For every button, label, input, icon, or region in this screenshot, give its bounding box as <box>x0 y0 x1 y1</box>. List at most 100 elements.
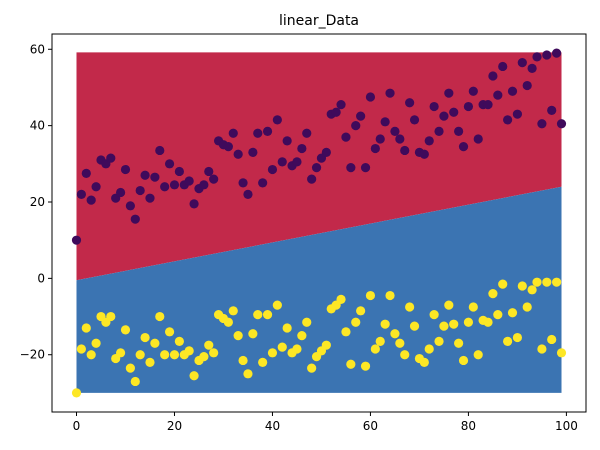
data-point-series-2 <box>429 310 439 320</box>
data-point-series-1 <box>258 178 268 188</box>
data-point-series-1 <box>233 149 243 159</box>
data-point-series-2 <box>223 317 233 327</box>
y-tick-label: 40 <box>30 119 45 133</box>
data-point-series-2 <box>424 344 434 354</box>
data-point-series-2 <box>189 371 199 381</box>
data-point-series-2 <box>150 338 160 348</box>
data-point-series-2 <box>160 350 170 360</box>
data-point-series-1 <box>307 174 317 184</box>
data-point-series-1 <box>115 187 126 198</box>
data-point-series-1 <box>238 178 248 188</box>
data-point-series-2 <box>282 323 292 333</box>
data-point-series-1 <box>81 168 91 178</box>
data-point-series-1 <box>503 115 513 125</box>
data-point-series-2 <box>135 350 145 360</box>
data-point-series-2 <box>542 277 552 287</box>
data-point-series-2 <box>552 277 562 287</box>
data-point-series-2 <box>512 332 523 343</box>
data-point-series-1 <box>522 80 532 91</box>
data-point-series-2 <box>385 290 395 301</box>
data-point-series-2 <box>351 317 361 327</box>
data-point-series-2 <box>86 350 96 360</box>
data-point-series-1 <box>199 180 209 190</box>
data-point-series-1 <box>311 163 322 173</box>
x-tick-label: 100 <box>555 419 578 433</box>
data-point-series-2 <box>517 281 527 291</box>
data-point-series-1 <box>76 189 86 199</box>
y-tick-label: 60 <box>30 42 45 56</box>
data-point-series-1 <box>498 61 508 72</box>
data-point-series-2 <box>120 325 131 335</box>
data-point-series-1 <box>341 132 351 142</box>
data-point-series-2 <box>115 348 126 358</box>
data-point-series-2 <box>267 348 278 358</box>
data-point-series-1 <box>444 88 454 98</box>
data-point-series-1 <box>272 115 282 125</box>
y-axis: −20 0 20 40 60 <box>20 42 52 362</box>
data-point-series-1 <box>542 50 552 60</box>
data-points <box>71 48 567 398</box>
data-point-series-2 <box>503 336 513 346</box>
data-point-series-2 <box>346 359 356 369</box>
data-point-series-1 <box>331 107 341 117</box>
data-point-series-1 <box>400 145 410 156</box>
data-point-series-2 <box>204 340 214 350</box>
data-point-series-2 <box>169 350 180 360</box>
data-point-series-1 <box>356 111 366 121</box>
data-point-series-1 <box>106 153 116 163</box>
data-point-series-1 <box>292 157 302 167</box>
x-tick-label: 80 <box>461 419 476 433</box>
data-point-series-2 <box>405 302 415 312</box>
x-tick-label: 40 <box>265 419 280 433</box>
data-point-series-2 <box>292 344 302 354</box>
data-point-series-1 <box>277 157 287 167</box>
data-point-series-1 <box>405 98 415 108</box>
data-point-series-1 <box>243 189 253 199</box>
data-point-series-2 <box>184 346 194 356</box>
data-point-series-2 <box>360 361 371 371</box>
y-tick-label: −20 <box>20 348 45 362</box>
data-point-series-2 <box>483 317 493 327</box>
data-point-series-2 <box>458 355 469 366</box>
data-point-series-2 <box>302 317 312 327</box>
data-point-series-1 <box>552 48 562 58</box>
data-point-series-2 <box>395 338 405 348</box>
data-point-series-2 <box>81 323 91 333</box>
data-point-series-2 <box>444 300 454 310</box>
data-point-series-2 <box>174 336 184 346</box>
data-point-series-1 <box>556 119 567 129</box>
data-point-series-1 <box>458 142 469 152</box>
data-point-series-1 <box>370 143 380 154</box>
data-point-series-2 <box>390 329 400 339</box>
data-point-series-2 <box>130 376 140 387</box>
data-point-series-2 <box>248 329 258 339</box>
chart-title: linear_Data <box>279 13 359 29</box>
data-point-series-1 <box>164 159 175 169</box>
data-point-series-2 <box>375 336 385 346</box>
data-point-series-2 <box>71 388 82 398</box>
data-point-series-1 <box>375 134 385 144</box>
data-point-series-1 <box>365 92 376 102</box>
data-point-series-1 <box>517 58 527 68</box>
data-point-series-2 <box>400 350 410 360</box>
data-point-series-2 <box>262 310 273 320</box>
data-point-series-2 <box>199 352 209 362</box>
data-point-series-2 <box>272 300 282 310</box>
data-point-series-1 <box>71 235 82 245</box>
data-point-series-2 <box>439 321 449 331</box>
data-point-series-2 <box>307 363 317 373</box>
data-point-series-1 <box>321 147 331 157</box>
plot-frame <box>51 33 587 413</box>
data-point-series-1 <box>454 126 464 136</box>
data-point-series-2 <box>370 344 380 354</box>
data-point-series-1 <box>135 185 145 196</box>
data-point-series-1 <box>140 170 150 180</box>
data-point-series-1 <box>527 63 537 73</box>
data-point-series-2 <box>238 355 248 366</box>
data-point-series-1 <box>228 128 238 138</box>
data-point-series-1 <box>468 86 478 96</box>
data-point-series-2 <box>258 357 268 367</box>
data-point-series-1 <box>189 199 199 209</box>
data-point-series-2 <box>488 289 498 299</box>
